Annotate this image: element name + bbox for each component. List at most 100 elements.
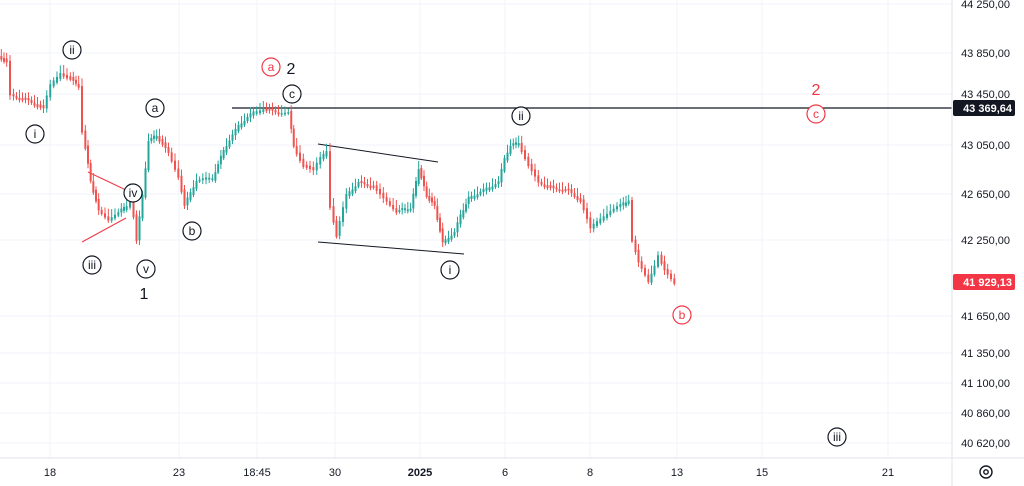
wave-circle [82, 255, 102, 275]
price-tags: 43 369,64 41 929,13 [953, 100, 1015, 290]
candle-body [255, 111, 258, 114]
candle-body [27, 98, 30, 101]
candles [0, 48, 676, 286]
candle-body [208, 177, 211, 180]
candle-body [59, 73, 62, 79]
candle-body [231, 134, 234, 141]
candle-body [409, 208, 412, 211]
x-tick-label: 8 [587, 467, 593, 479]
candle-body [174, 160, 176, 170]
candle-body [180, 175, 183, 193]
candle-body [144, 168, 147, 198]
candle-body [268, 108, 271, 111]
candle-body [637, 249, 640, 263]
candle-body [287, 112, 290, 114]
candle-body [653, 265, 656, 275]
y-axis[interactable]: 44 250,00 43 850,00 43 450,00 43 050,00 42 6… [961, 0, 1010, 450]
candle-body [395, 208, 398, 213]
candle-body [388, 201, 391, 206]
candle-body [183, 189, 186, 206]
wave-label: b [672, 305, 692, 325]
wave-circle [25, 124, 45, 144]
candle-body [72, 76, 75, 81]
candle-body [586, 208, 588, 220]
candle-body [252, 111, 255, 116]
gear-icon[interactable] [976, 462, 996, 482]
candle-body [262, 109, 265, 113]
triangle-lower-line [81, 217, 127, 243]
candle-body [271, 108, 274, 111]
x-axis[interactable]: 18 23 18:45 30 2025 6 8 13 15 21 [44, 467, 894, 479]
candle-body [164, 142, 167, 149]
candle-body [515, 142, 517, 145]
candle-body [622, 202, 625, 206]
candle-body [342, 207, 344, 223]
candle-body [540, 181, 543, 185]
candle-body [24, 97, 27, 100]
candle-body [503, 158, 506, 172]
candle-body [599, 218, 602, 224]
candle-body [141, 194, 144, 219]
candle-body [21, 98, 24, 101]
candle-body [467, 196, 470, 205]
candle-body [167, 147, 170, 153]
candle-body [401, 208, 404, 211]
candle-body [465, 204, 467, 212]
candle-body [77, 83, 80, 88]
candle-body [234, 128, 237, 136]
candle-body [100, 209, 103, 215]
candle-body [385, 197, 388, 202]
grid-lines [0, 0, 952, 458]
candle-body [87, 145, 89, 164]
candle-body [582, 199, 585, 211]
candle-body [299, 152, 301, 161]
candle-body [18, 97, 21, 101]
wave-text: iii [88, 258, 96, 272]
candle-body [491, 186, 494, 190]
candle-body [0, 55, 3, 60]
price-tag: 43 369,64 [953, 100, 1015, 116]
candle-body [45, 95, 48, 109]
wave-text: iv [129, 186, 138, 200]
candle-body [412, 193, 415, 209]
candle-body [170, 152, 173, 162]
candle-body [640, 261, 643, 269]
wave-label: iv [123, 183, 143, 203]
candle-body [612, 208, 615, 212]
candle-body [246, 116, 249, 122]
candle-body [524, 150, 526, 160]
candle-body [375, 185, 378, 191]
x-tick-label: 30 [329, 467, 341, 479]
wave-circle [261, 57, 281, 77]
candle-body [476, 194, 479, 198]
candle-body [322, 153, 325, 160]
candle-body [153, 135, 155, 139]
wave-label: iii [82, 255, 102, 275]
candle-body [92, 181, 95, 193]
wave-circle [62, 40, 82, 60]
wave-label: b [182, 221, 202, 241]
wave-text: b [189, 224, 196, 238]
candle-body [527, 156, 530, 167]
candle-body [110, 217, 113, 221]
x-tick-label: 21 [882, 467, 894, 479]
candle-body [579, 197, 582, 202]
candle-body [12, 94, 15, 97]
candle-body [379, 188, 381, 195]
candle-body [284, 112, 286, 115]
candle-body [84, 130, 87, 149]
wave-text: ii [518, 109, 523, 123]
candle-body [500, 168, 503, 183]
candle-body [441, 228, 444, 243]
candle-body [243, 120, 246, 125]
wave-label: a [261, 57, 281, 77]
candle-body [425, 186, 428, 197]
wave-number: 2 [287, 61, 296, 78]
candle-body [456, 222, 459, 233]
y-tick-label: 42 250,00 [961, 235, 1010, 247]
candle-body [549, 185, 552, 188]
candle-body [201, 178, 204, 181]
candle-body [357, 181, 360, 187]
candle-body [62, 73, 65, 77]
